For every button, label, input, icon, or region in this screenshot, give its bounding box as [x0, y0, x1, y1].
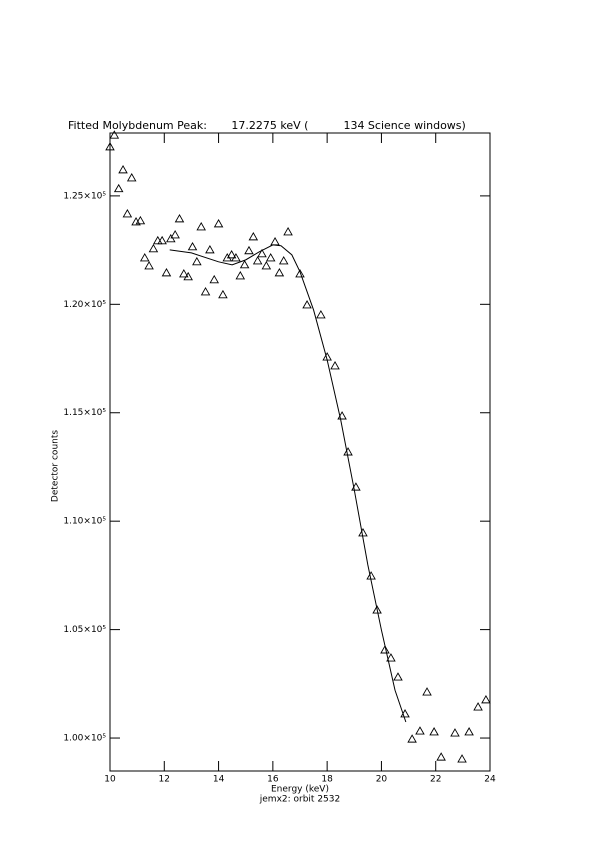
data-point [200, 287, 211, 296]
data-point [222, 253, 233, 262]
data-point [213, 218, 224, 228]
data-point [366, 571, 376, 580]
data-point [235, 271, 246, 280]
data-point [257, 248, 267, 258]
data-point [302, 300, 312, 309]
data-point [244, 245, 254, 255]
data-point [196, 221, 206, 231]
data-point [393, 672, 403, 681]
data-point [372, 605, 382, 614]
x-axis-label: Energy (keV) [271, 785, 329, 795]
data-point [450, 728, 460, 737]
data-point [261, 261, 272, 270]
data-point [187, 241, 198, 251]
y-tick-label: 1.10×10⁵ [63, 517, 106, 527]
data-point [278, 256, 289, 265]
data-point [239, 259, 250, 269]
data-point [415, 726, 425, 735]
y-tick-label: 1.05×10⁵ [63, 625, 106, 635]
data-point [343, 447, 353, 456]
data-point [295, 269, 305, 278]
data-point [135, 215, 146, 225]
data-point [148, 243, 159, 253]
data-point [126, 172, 137, 182]
data-point [436, 752, 446, 761]
data-point [157, 235, 167, 245]
plot-frame [109, 132, 491, 772]
data-point [231, 253, 241, 262]
y-tick-label: 1.25×10⁵ [63, 191, 106, 201]
data-point [122, 208, 133, 218]
data-point [270, 236, 280, 246]
data-point [407, 734, 417, 743]
y-tick-label: 1.00×10⁵ [63, 734, 106, 744]
data-point [170, 230, 180, 239]
data-point [174, 213, 185, 223]
data-point [218, 289, 228, 299]
data-point [481, 694, 491, 704]
data-point [109, 130, 120, 139]
x-tick-label: 22 [430, 775, 441, 785]
data-point [358, 527, 368, 537]
x-tick-label: 10 [104, 775, 116, 785]
data-point [248, 231, 259, 241]
data-point [209, 274, 220, 284]
subtitle: jemx2: orbit 2532 [259, 795, 340, 805]
data-point [283, 226, 293, 236]
data-point [144, 261, 154, 270]
data-point [192, 256, 202, 266]
data-point [252, 256, 263, 265]
data-point [105, 141, 115, 151]
data-point [380, 645, 390, 654]
x-tick-label: 18 [321, 775, 333, 785]
data-point [316, 310, 326, 319]
data-point [473, 702, 483, 711]
y-tick-label: 1.20×10⁵ [63, 300, 106, 310]
x-tick-label: 16 [267, 775, 279, 785]
x-tick-label: 12 [159, 775, 170, 785]
data-point [274, 267, 285, 277]
data-point [265, 253, 276, 262]
y-axis-label: Detector counts [51, 430, 61, 502]
data-point [330, 360, 340, 370]
data-point [464, 727, 474, 736]
x-tick-label: 24 [484, 775, 496, 785]
x-tick-label: 20 [376, 775, 388, 785]
x-tick-label: 14 [213, 775, 225, 785]
y-tick-label: 1.15×10⁵ [63, 408, 106, 418]
data-point [161, 267, 172, 277]
data-point [386, 653, 396, 662]
data-point [179, 269, 189, 278]
data-point [226, 249, 237, 259]
chart-title: Fitted Molybdenum Peak: 17.2275 keV ( 13… [68, 119, 466, 132]
data-point [422, 687, 432, 696]
data-point [139, 253, 150, 262]
data-point [457, 754, 467, 763]
data-point [429, 727, 439, 736]
fit-line [169, 244, 407, 723]
data-point [183, 271, 193, 281]
data-point [118, 164, 128, 174]
data-point [113, 183, 124, 193]
data-point [205, 244, 215, 254]
